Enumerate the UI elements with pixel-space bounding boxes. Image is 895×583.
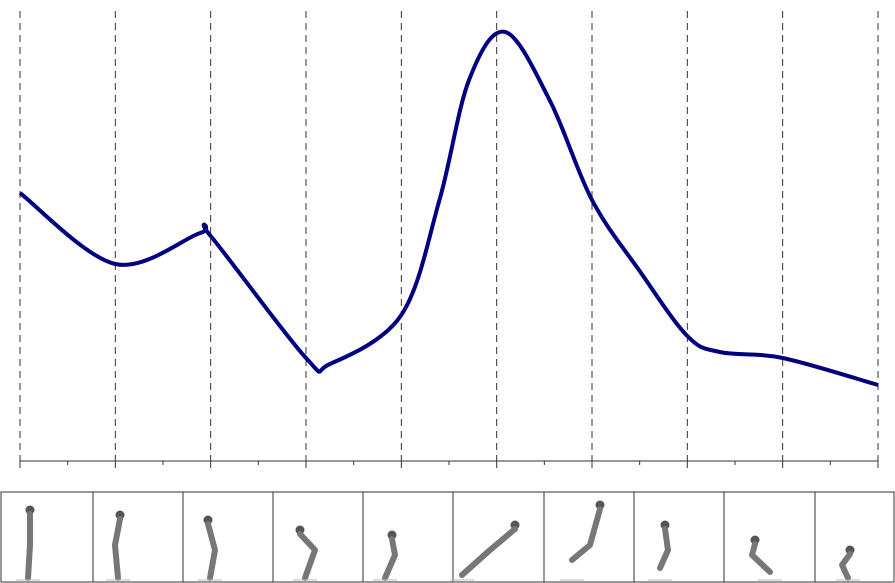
pose-body xyxy=(752,544,770,572)
chart xyxy=(0,0,895,583)
line-series xyxy=(20,32,878,385)
pose-body xyxy=(660,529,668,568)
pose-body xyxy=(842,554,850,578)
pose-body xyxy=(208,524,215,578)
pose-body xyxy=(300,534,315,578)
pose-body xyxy=(385,539,395,578)
page: (() => { const data = JSON.parse(documen… xyxy=(0,0,895,583)
pose-body xyxy=(572,509,600,560)
pose-body xyxy=(28,514,30,578)
pose-body xyxy=(462,529,515,575)
pose-body xyxy=(115,519,120,578)
strip-frame xyxy=(1,492,894,582)
pose-strip xyxy=(1,492,894,582)
